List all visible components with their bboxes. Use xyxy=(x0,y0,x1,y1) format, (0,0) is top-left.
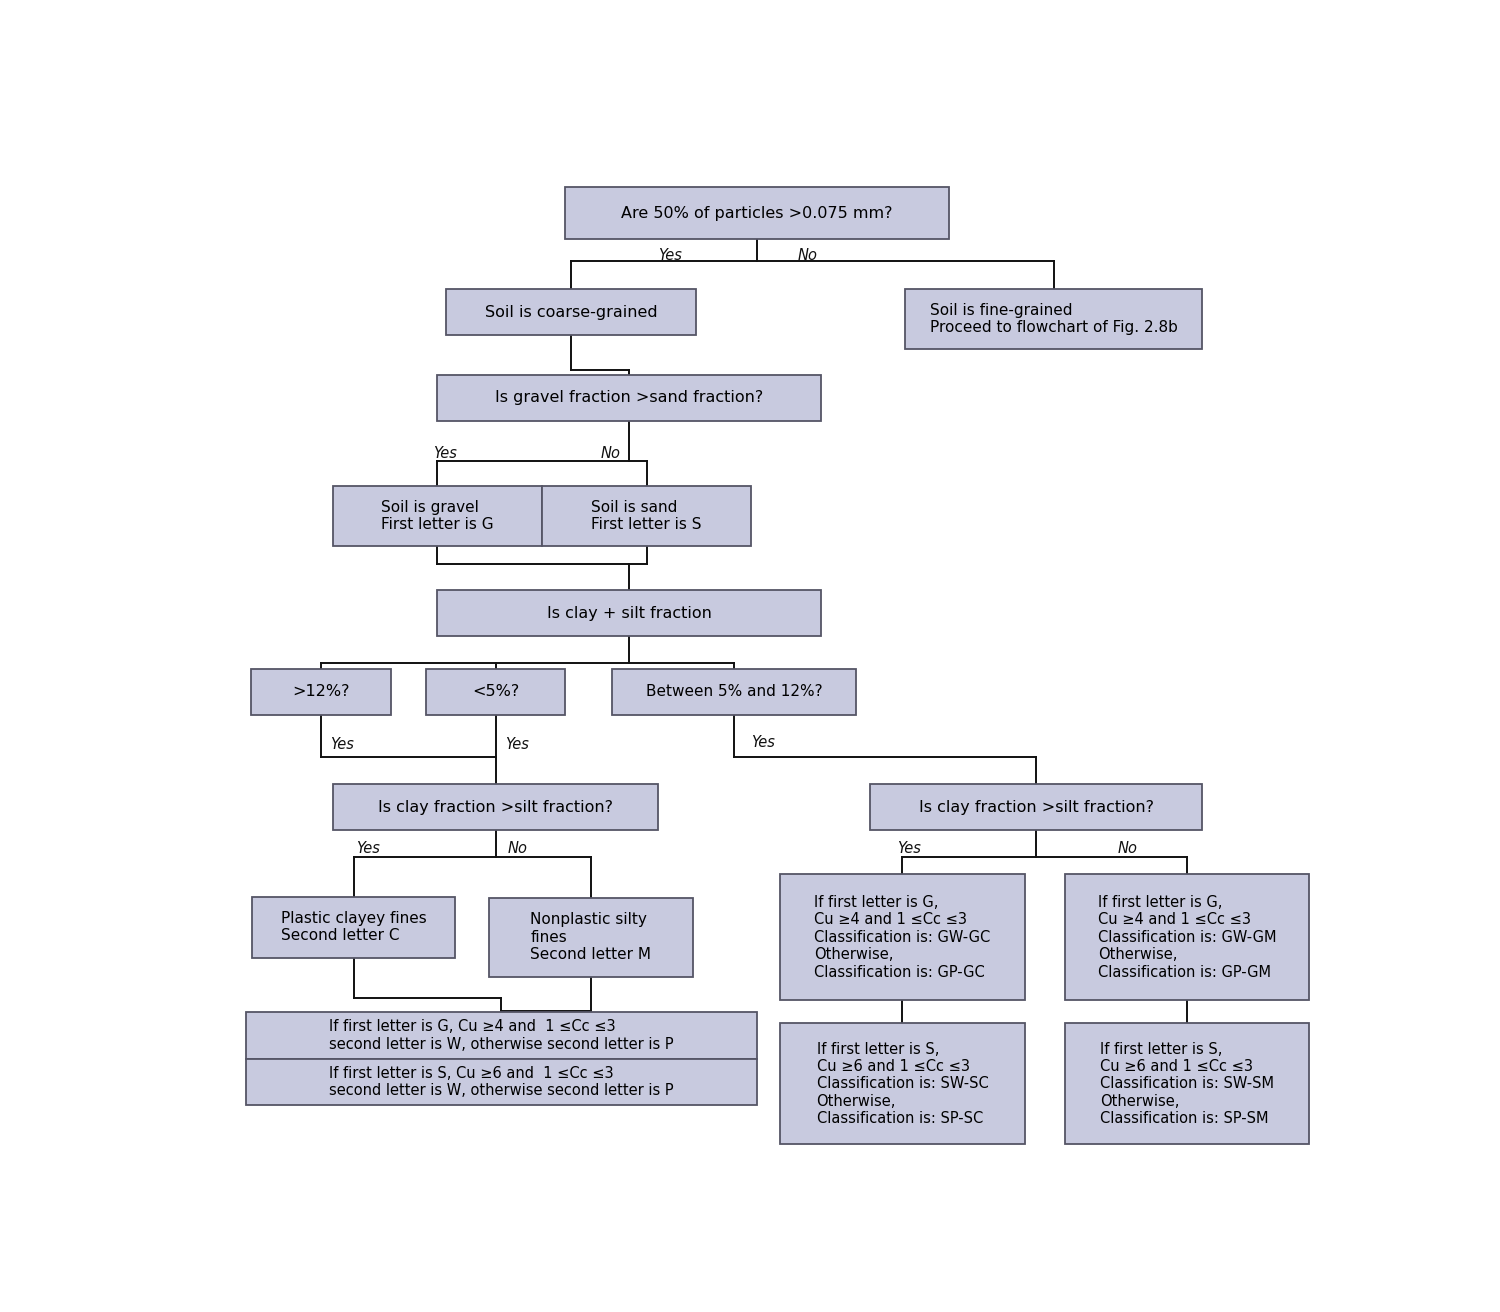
Text: Between 5% and 12%?: Between 5% and 12%? xyxy=(645,685,822,699)
FancyBboxPatch shape xyxy=(489,897,693,976)
Text: Yes: Yes xyxy=(658,248,682,262)
FancyBboxPatch shape xyxy=(446,289,696,336)
FancyBboxPatch shape xyxy=(780,1023,1024,1144)
Text: Soil is gravel
First letter is G: Soil is gravel First letter is G xyxy=(381,500,494,533)
FancyBboxPatch shape xyxy=(246,1059,758,1105)
Text: Are 50% of particles >0.075 mm?: Are 50% of particles >0.075 mm? xyxy=(621,206,892,220)
FancyBboxPatch shape xyxy=(542,485,752,546)
FancyBboxPatch shape xyxy=(780,874,1024,1001)
Text: Soil is fine-grained
Proceed to flowchart of Fig. 2.8b: Soil is fine-grained Proceed to flowchar… xyxy=(930,303,1178,336)
Text: Is gravel fraction >sand fraction?: Is gravel fraction >sand fraction? xyxy=(495,391,764,405)
Text: If first letter is G,
Cu ≥4 and 1 ≤Cc ≤3
Classification is: GW-GM
Otherwise,
Cla: If first letter is G, Cu ≥4 and 1 ≤Cc ≤3… xyxy=(1098,895,1276,980)
Text: <5%?: <5%? xyxy=(472,685,519,699)
Text: If first letter is G,
Cu ≥4 and 1 ≤Cc ≤3
Classification is: GW-GC
Otherwise,
Cla: If first letter is G, Cu ≥4 and 1 ≤Cc ≤3… xyxy=(815,895,990,980)
FancyBboxPatch shape xyxy=(870,783,1202,830)
FancyBboxPatch shape xyxy=(612,669,856,715)
Text: Is clay fraction >silt fraction?: Is clay fraction >silt fraction? xyxy=(918,799,1154,815)
FancyBboxPatch shape xyxy=(906,289,1202,349)
Text: Soil is coarse-grained: Soil is coarse-grained xyxy=(484,304,657,320)
Text: If first letter is S,
Cu ≥6 and 1 ≤Cc ≤3
Classification is: SW-SC
Otherwise,
Cla: If first letter is S, Cu ≥6 and 1 ≤Cc ≤3… xyxy=(816,1042,989,1126)
Text: If first letter is S, Cu ≥6 and  1 ≤Cc ≤3
second letter is W, otherwise second l: If first letter is S, Cu ≥6 and 1 ≤Cc ≤3… xyxy=(328,1065,674,1098)
FancyBboxPatch shape xyxy=(438,375,821,421)
Text: >12%?: >12%? xyxy=(292,685,350,699)
FancyBboxPatch shape xyxy=(333,783,658,830)
Text: Yes: Yes xyxy=(752,735,776,750)
Text: No: No xyxy=(798,248,818,262)
FancyBboxPatch shape xyxy=(1065,874,1310,1001)
Text: Yes: Yes xyxy=(356,841,380,855)
Text: If first letter is G, Cu ≥4 and  1 ≤Cc ≤3
second letter is W, otherwise second l: If first letter is G, Cu ≥4 and 1 ≤Cc ≤3… xyxy=(328,1019,674,1051)
Text: Is clay fraction >silt fraction?: Is clay fraction >silt fraction? xyxy=(378,799,614,815)
FancyBboxPatch shape xyxy=(1065,1023,1310,1144)
FancyBboxPatch shape xyxy=(333,485,542,546)
Text: Soil is sand
First letter is S: Soil is sand First letter is S xyxy=(591,500,702,533)
FancyBboxPatch shape xyxy=(426,669,566,715)
Text: Nonplastic silty
fines
Second letter M: Nonplastic silty fines Second letter M xyxy=(531,912,651,962)
FancyBboxPatch shape xyxy=(252,669,392,715)
FancyBboxPatch shape xyxy=(252,897,456,958)
Text: Is clay + silt fraction: Is clay + silt fraction xyxy=(548,606,711,621)
Text: Yes: Yes xyxy=(897,841,921,855)
Text: Plastic clayey fines
Second letter C: Plastic clayey fines Second letter C xyxy=(280,911,426,943)
Text: No: No xyxy=(600,446,619,461)
FancyBboxPatch shape xyxy=(566,186,950,239)
Text: Yes: Yes xyxy=(506,737,528,752)
FancyBboxPatch shape xyxy=(246,1012,758,1059)
FancyBboxPatch shape xyxy=(438,590,821,636)
Text: Yes: Yes xyxy=(433,446,456,461)
Text: If first letter is S,
Cu ≥6 and 1 ≤Cc ≤3
Classification is: SW-SM
Otherwise,
Cla: If first letter is S, Cu ≥6 and 1 ≤Cc ≤3… xyxy=(1100,1042,1274,1126)
Text: No: No xyxy=(1118,841,1137,855)
Text: No: No xyxy=(507,841,526,855)
Text: Yes: Yes xyxy=(330,737,354,752)
